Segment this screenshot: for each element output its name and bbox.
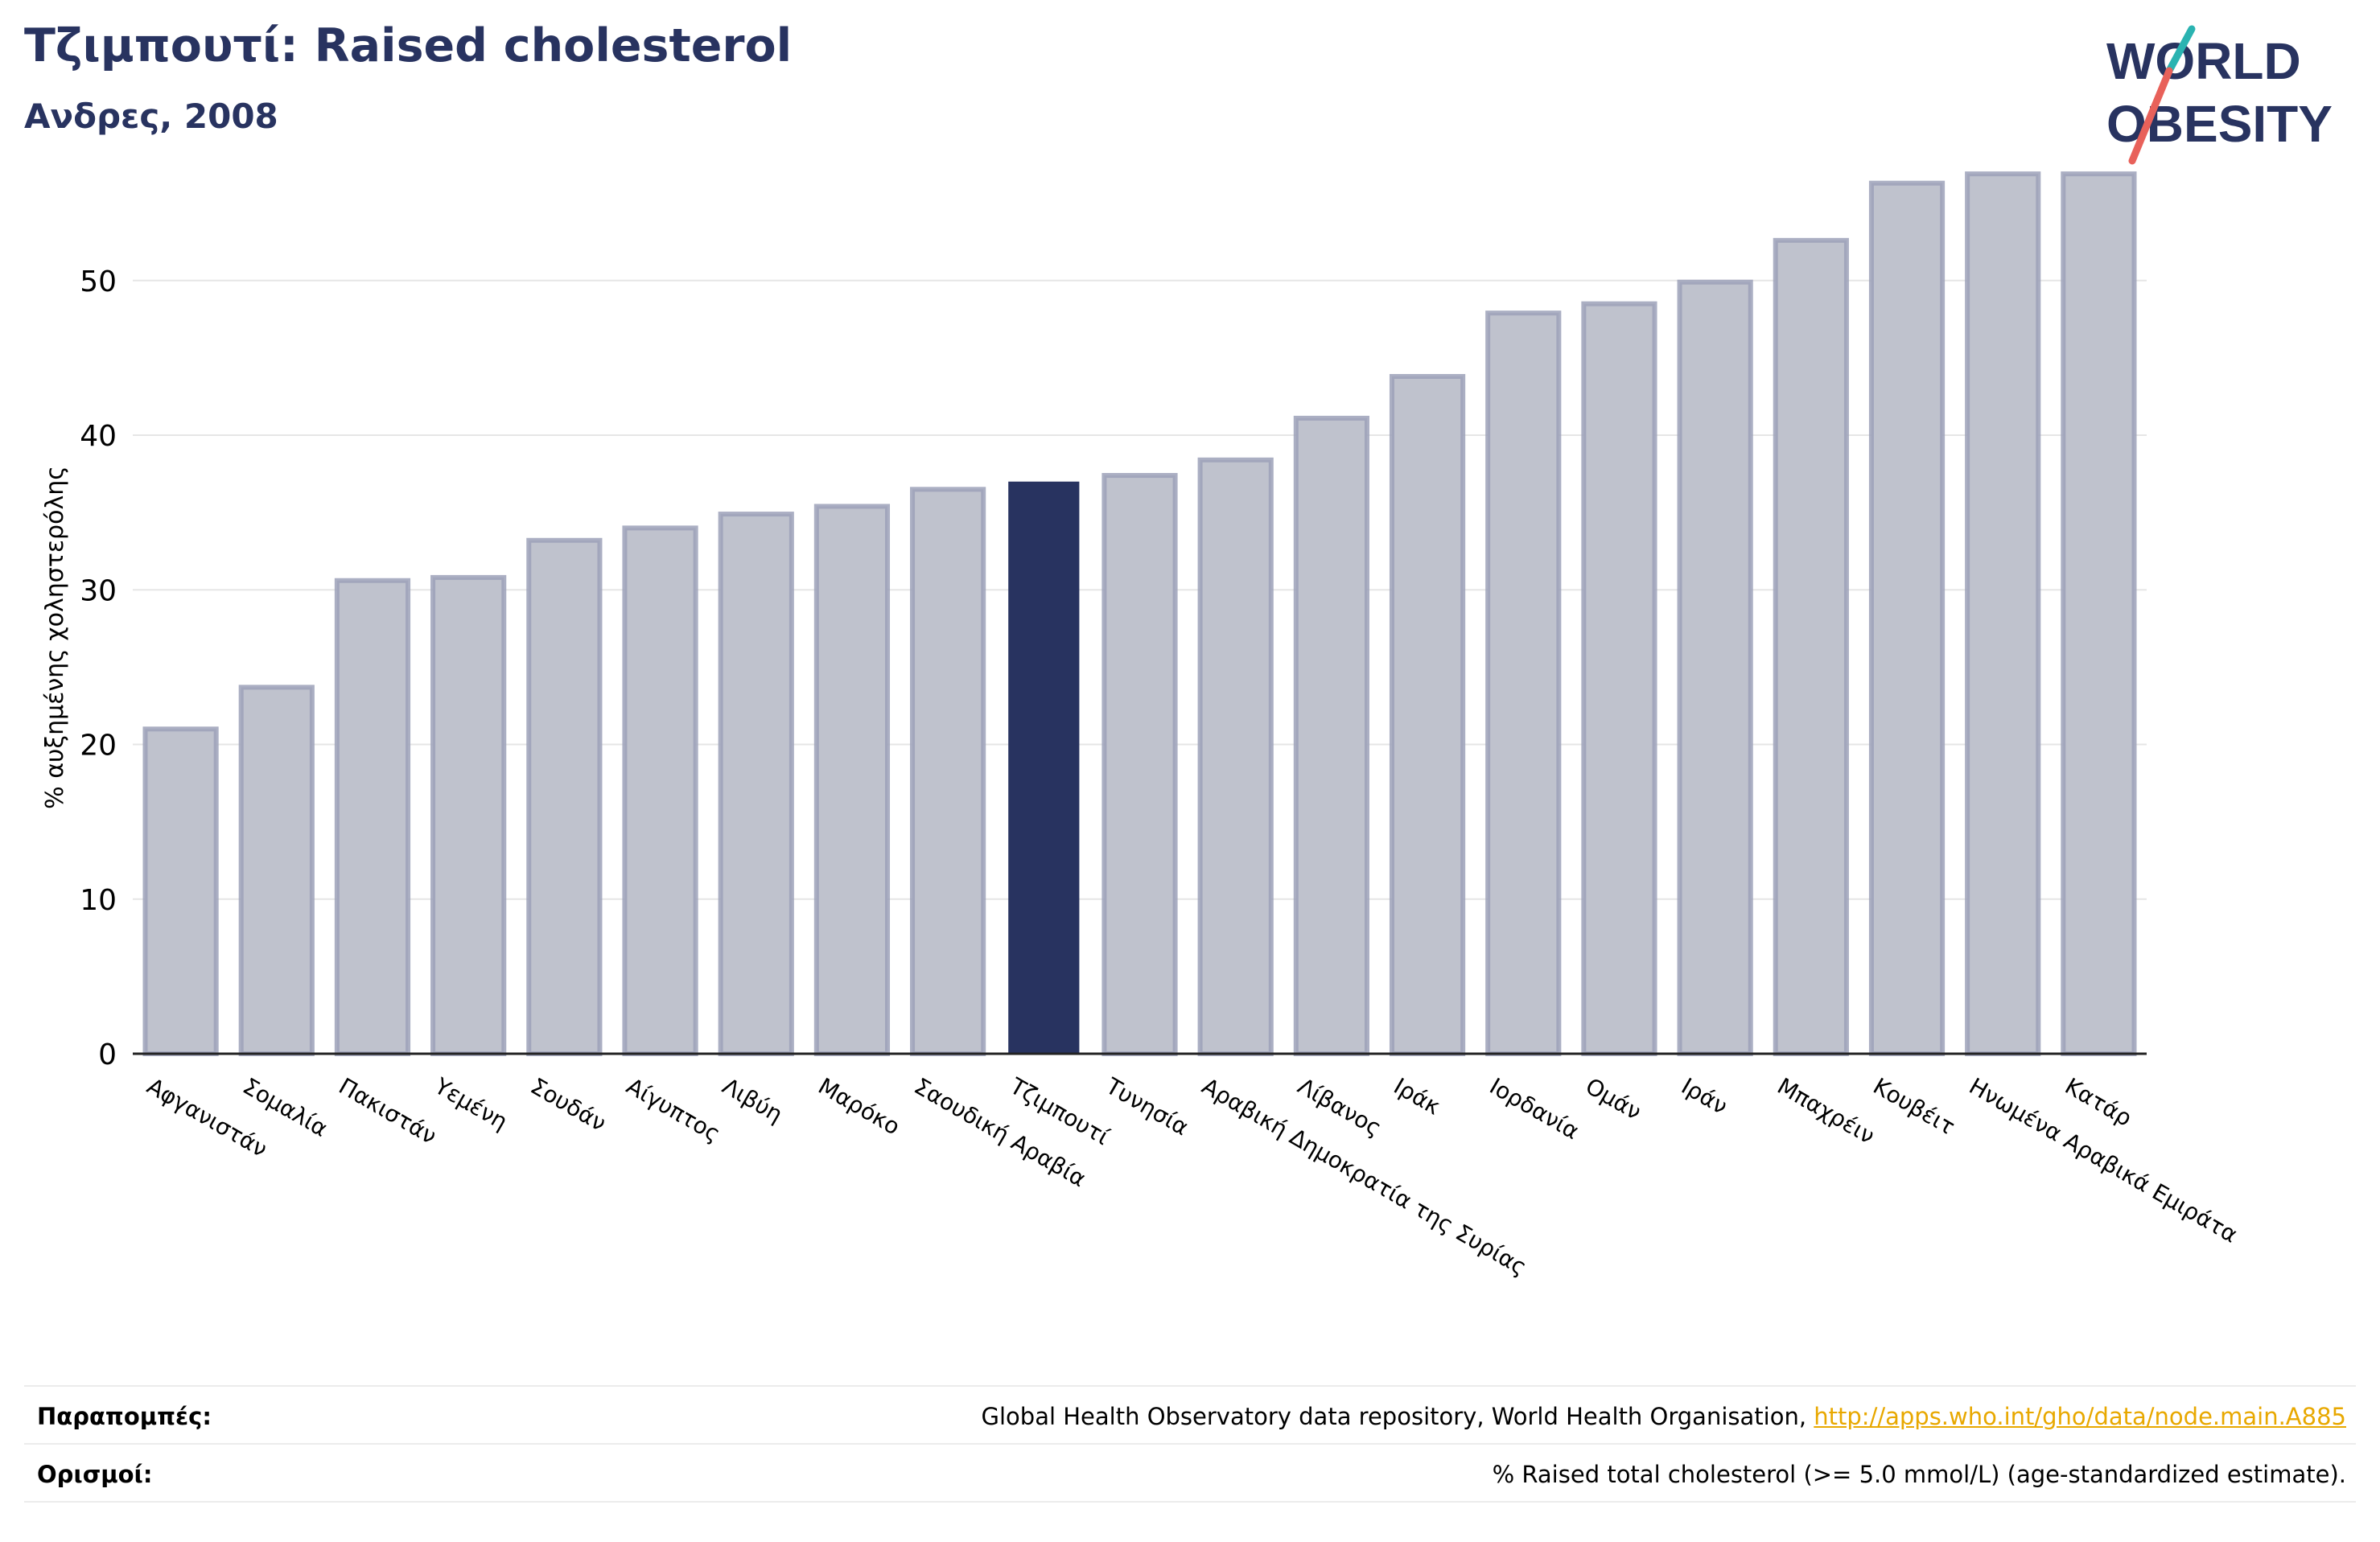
- references-label: Παραπομπές:: [37, 1403, 212, 1430]
- definitions-text: % Raised total cholesterol (>= 5.0 mmol/…: [1492, 1461, 2346, 1488]
- references-text: Global Health Observatory data repositor…: [982, 1403, 2346, 1430]
- bar: [813, 504, 891, 1056]
- x-tick-label: Ιράκ: [1390, 1072, 1445, 1120]
- y-tick-label: 0: [98, 1038, 117, 1071]
- x-tick-label: Πακιστάν: [334, 1072, 441, 1149]
- references-link[interactable]: http://apps.who.int/gho/data/node.main.A…: [1814, 1403, 2346, 1430]
- bar: [334, 578, 411, 1056]
- x-tick-label: Μπαχρέιν: [1773, 1072, 1879, 1149]
- bar: [1868, 180, 1946, 1056]
- y-tick-label: 50: [80, 265, 117, 298]
- x-tick-label: Τυνησία: [1101, 1072, 1193, 1141]
- bar: [1485, 310, 1562, 1056]
- x-tick-label: Λιβύη: [718, 1072, 787, 1128]
- y-tick-label: 40: [80, 420, 117, 453]
- bar: [1101, 473, 1178, 1056]
- y-axis-label: % αυξημένης χοληστερόλης: [41, 466, 69, 809]
- chart-subtitle: Ανδρες, 2008: [24, 97, 278, 136]
- definitions-label: Ορισμοί:: [37, 1461, 153, 1488]
- x-tick-label: Αραβική Δημοκρατία της Συρίας: [1197, 1072, 1531, 1281]
- footer-divider-top: [24, 1385, 2356, 1387]
- bar: [910, 487, 986, 1056]
- bar: [238, 685, 315, 1056]
- footer-divider-mid: [24, 1443, 2356, 1445]
- x-tick-label: Σουδάν: [526, 1072, 611, 1137]
- bar: [526, 537, 603, 1056]
- chart-title: Τζιμπουτί: Raised cholesterol: [24, 19, 793, 72]
- x-tick-label: Κατάρ: [2061, 1072, 2136, 1132]
- logo-line1: WORLD: [2106, 32, 2301, 90]
- x-tick-label: Υεμένη: [430, 1072, 513, 1135]
- bar: [622, 525, 698, 1056]
- references-source: Global Health Observatory data repositor…: [981, 1403, 1814, 1430]
- x-tick-label: Ιράν: [1677, 1072, 1732, 1120]
- bar: [1389, 373, 1466, 1056]
- x-tick-label: Αίγυπτος: [622, 1072, 725, 1147]
- bar: [1965, 171, 2041, 1056]
- y-tick-label: 10: [80, 884, 117, 917]
- bar: [1008, 481, 1080, 1054]
- world-obesity-logo: WORLD OBESITY: [2106, 25, 2333, 165]
- y-tick-label: 30: [80, 574, 117, 607]
- footer-divider-bottom: [24, 1501, 2356, 1503]
- bar: [1197, 457, 1274, 1056]
- bar: [1773, 237, 1849, 1056]
- bar: [1677, 279, 1753, 1056]
- x-tick-label: Ομάν: [1581, 1072, 1646, 1125]
- x-tick-label: Μαρόκο: [813, 1072, 904, 1140]
- bar: [718, 512, 794, 1056]
- y-tick-label: 20: [80, 730, 117, 763]
- bar: [142, 726, 219, 1056]
- x-tick-label: Σαουδική Αραβία: [910, 1072, 1091, 1192]
- bar: [430, 574, 507, 1056]
- x-tick-label: Ιορδανία: [1485, 1072, 1583, 1145]
- bar: [1581, 301, 1657, 1056]
- bar: [1293, 415, 1369, 1056]
- x-tick-label: Κουβέιτ: [1869, 1072, 1960, 1140]
- bar: [2061, 171, 2137, 1056]
